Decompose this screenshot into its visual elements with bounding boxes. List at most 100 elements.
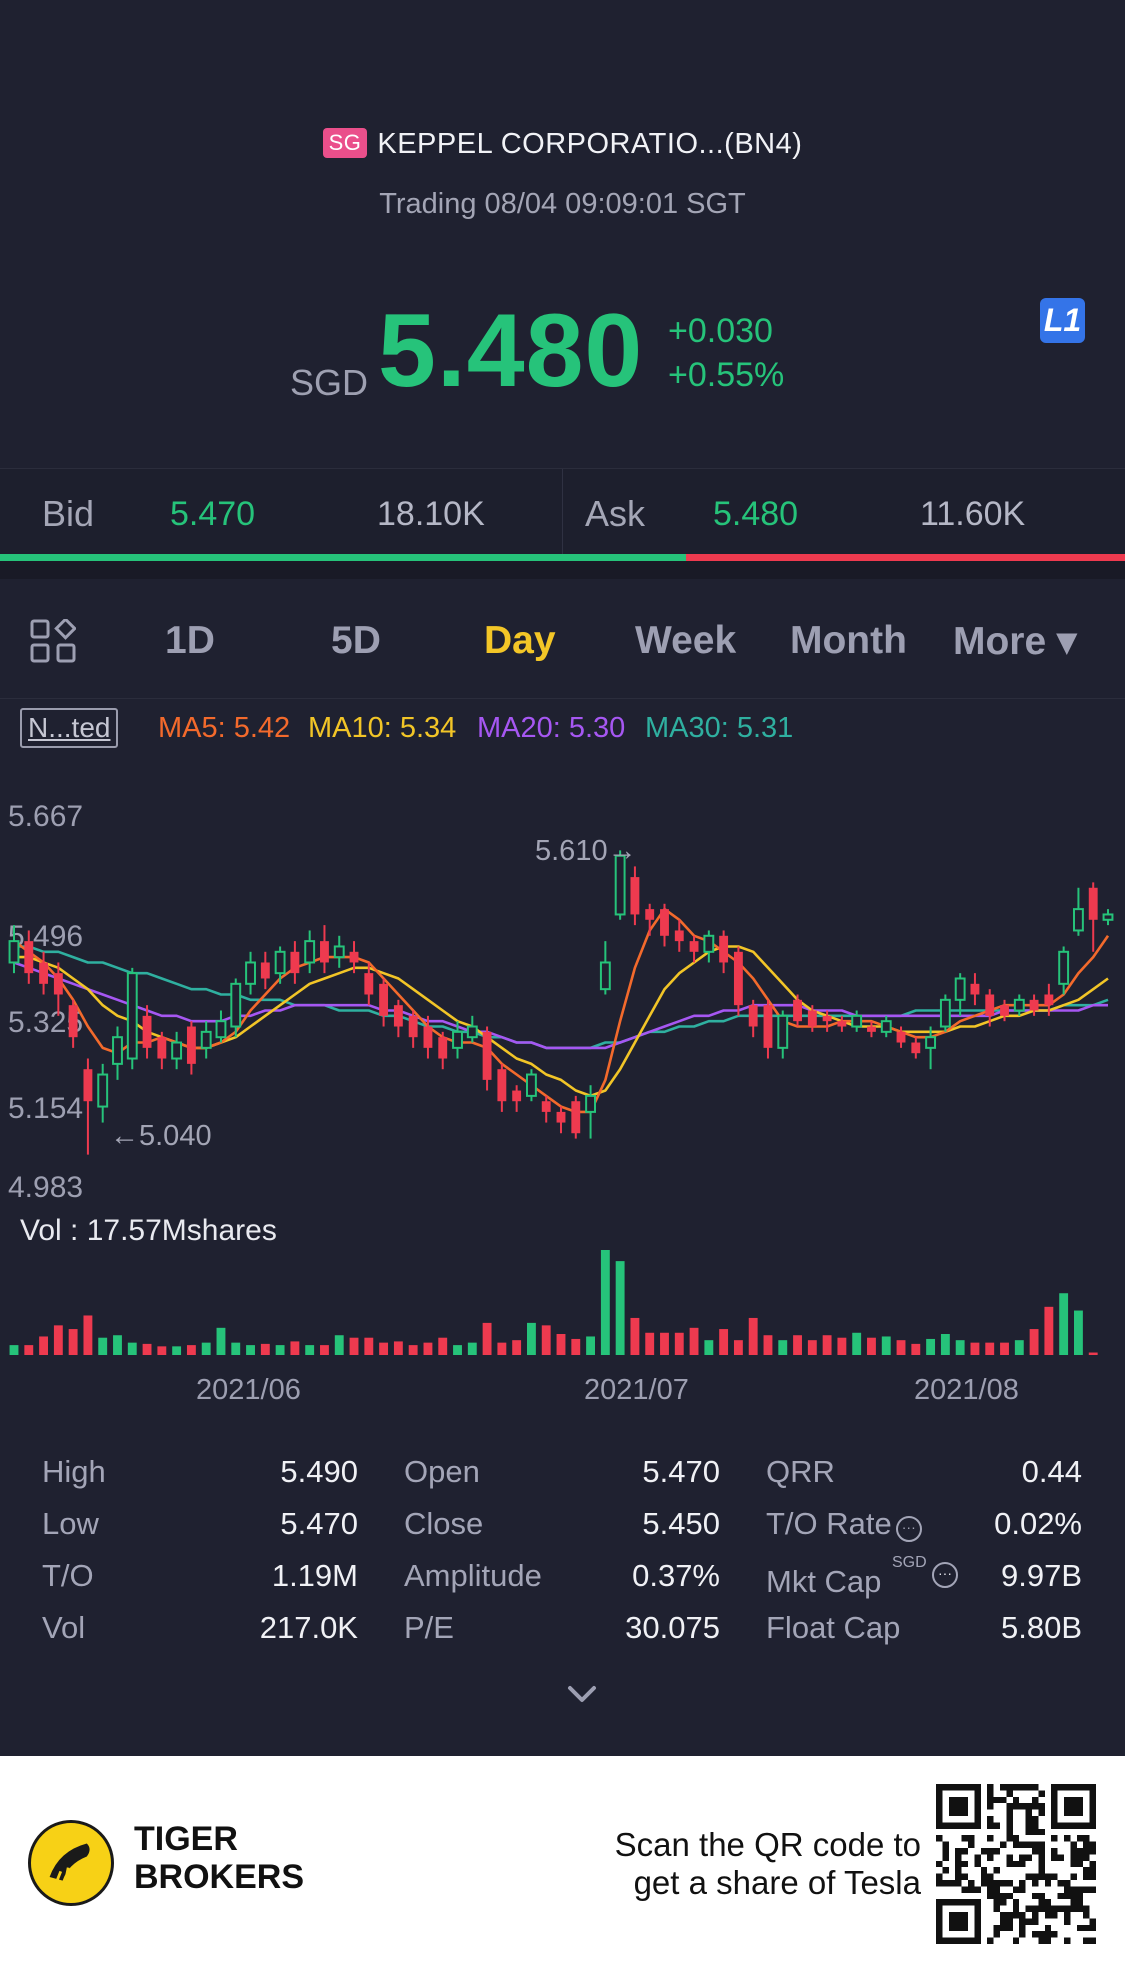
qr-module [1012,1796,1020,1804]
qr-module [968,1886,975,1893]
qr-module [1051,1854,1058,1861]
candle-body [585,1094,597,1113]
qr-code-icon[interactable] [936,1784,1096,1944]
qr-module [1006,1790,1013,1797]
qr-module [1089,1937,1096,1944]
qr-module [1019,1784,1026,1791]
stat-value: 217.0K [259,1610,358,1645]
candle-body [215,1020,227,1039]
qr-module [1076,1924,1084,1932]
period-tabs: 1D 5D Day Week Month More ▾ [0,579,1125,699]
candle-body [925,1036,937,1049]
candle-body [83,1069,93,1102]
volume-bar [1088,1352,1098,1355]
qr-module [1019,1886,1026,1893]
qr-module [1025,1803,1032,1810]
qr-module [987,1790,994,1797]
volume-bar [83,1315,93,1355]
volume-bar [778,1340,788,1355]
qr-module [1025,1809,1032,1816]
qr-module [1070,1892,1077,1900]
info-icon[interactable]: ··· [895,1516,922,1542]
qr-module [987,1803,994,1810]
qr-module [936,1835,943,1842]
qr-module [1006,1835,1013,1842]
stock-name: KEPPEL CORPORATIO...(BN4) [377,128,803,160]
qr-module [1032,1841,1039,1848]
qr-module [955,1867,962,1874]
qr-module [993,1822,1000,1829]
qr-module [1006,1924,1013,1932]
qr-module [1044,1880,1052,1887]
volume-bar [9,1345,19,1355]
qr-module [1025,1918,1032,1925]
qr-module [1006,1854,1013,1861]
volume-bar [467,1342,477,1355]
tab-5d[interactable]: 5D [331,619,381,662]
volume-bar [512,1340,522,1355]
volume-bar [349,1337,359,1355]
qr-module [1032,1822,1039,1829]
tab-more[interactable]: More ▾ [953,620,1077,663]
min-price-label: ←5.040 [110,1120,212,1152]
qr-module [1083,1867,1090,1874]
volume-bar [541,1325,551,1355]
qr-module [1070,1886,1077,1893]
qr-module [1064,1886,1071,1893]
promo-footer: TIGER BROKERS Scan the QR code to get a … [0,1756,1125,1974]
qr-module [1051,1931,1058,1938]
qr-module [987,1784,994,1791]
price-change: +0.030 [668,312,773,350]
candle-body [39,962,49,984]
qr-module [1006,1912,1013,1919]
expand-chevron-icon[interactable] [566,1682,598,1706]
qr-module [1089,1848,1096,1855]
qr-module [1032,1912,1039,1919]
qr-module [942,1867,949,1874]
candle-body [320,941,329,963]
candle-body [911,1042,921,1054]
tab-week[interactable]: Week [635,619,737,662]
qr-module [1006,1860,1013,1868]
stat-value: 5.80B [1000,1610,1082,1645]
volume-bar [586,1336,596,1355]
volume-bar [127,1342,137,1355]
tab-month[interactable]: Month [790,619,907,662]
candle-body [939,998,951,1028]
volume-bar [186,1345,196,1355]
volume-bar [837,1337,847,1355]
info-icon[interactable]: ··· [932,1562,958,1588]
ma20-value: MA20: 5.30 [477,712,626,744]
qr-module [1032,1796,1039,1804]
layout-grid-icon[interactable] [30,619,76,663]
tab-day[interactable]: Day [484,619,556,662]
volume-bar [1029,1329,1039,1355]
volume-bar [1073,1310,1083,1355]
candle-body [851,1014,863,1028]
ask-price: 5.480 [713,495,799,533]
qr-module [987,1822,994,1829]
level1-badge[interactable]: L1 [1040,298,1085,343]
qr-module [1083,1841,1090,1848]
volume-bar [423,1342,433,1355]
qr-module [1032,1918,1039,1925]
volume-bar [600,1250,610,1355]
ma20-line [13,961,1108,1050]
tab-1d[interactable]: 1D [165,619,215,662]
adjust-toggle-button[interactable]: N...ted [20,708,119,748]
volume-bar [571,1338,581,1355]
quote-divider [562,469,563,557]
candle-body [466,1025,478,1039]
qr-module [942,1848,949,1855]
stat-value: 30.075 [625,1610,720,1645]
tiger-logo-icon [28,1820,114,1906]
qr-module [955,1854,962,1861]
qr-module [1000,1924,1007,1932]
qr-module [1051,1905,1058,1912]
volume-bar [216,1327,226,1355]
candlestick-chart[interactable]: 5.610→ ←5.040 [0,780,1125,1400]
candle-body [748,1005,758,1027]
volume-bar [852,1332,862,1355]
qr-module [1000,1899,1007,1906]
volume-bar [615,1261,625,1355]
